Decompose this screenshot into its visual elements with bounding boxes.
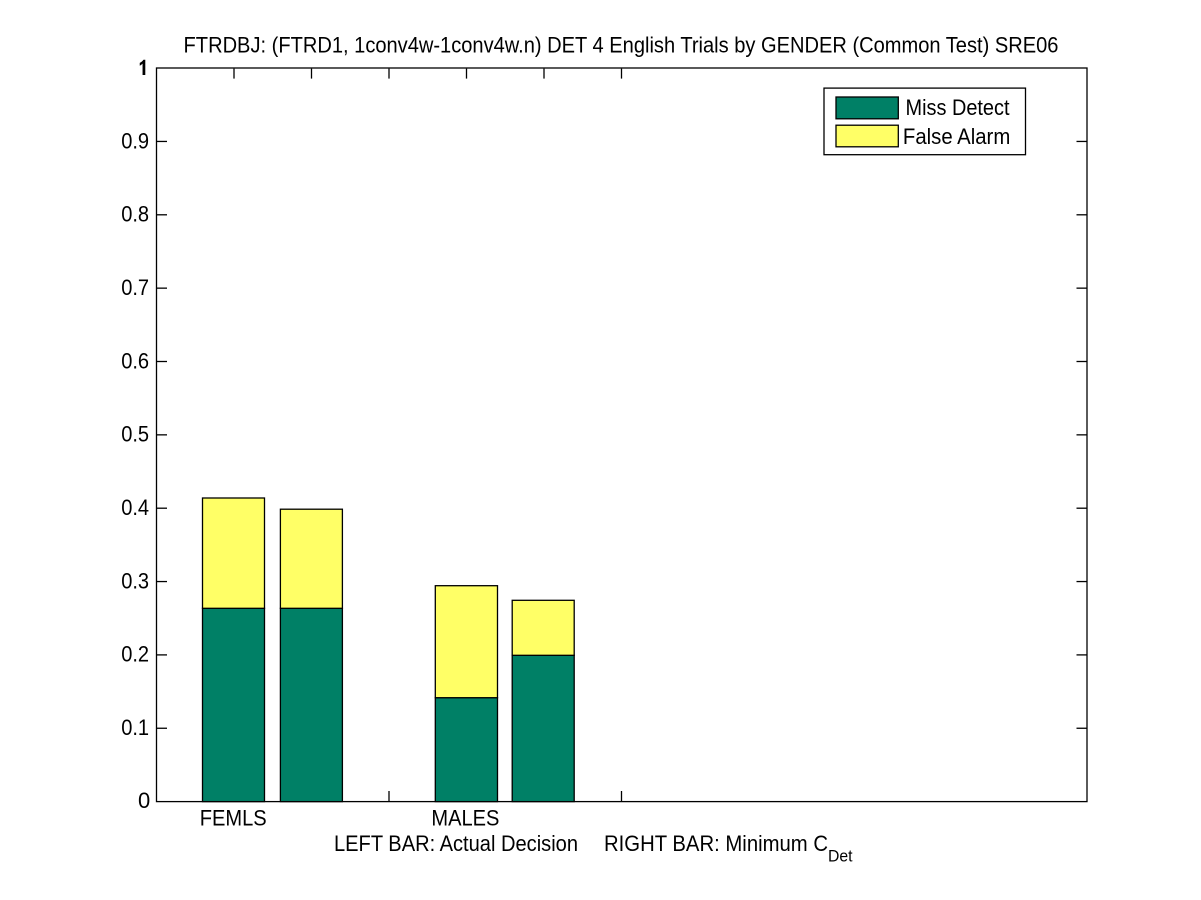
svg-text:0.5: 0.5 <box>121 422 149 447</box>
svg-text:0.4: 0.4 <box>121 495 149 520</box>
svg-text:0.9: 0.9 <box>121 128 149 153</box>
svg-text:Miss Detect: Miss Detect <box>906 95 1010 120</box>
svg-text:0: 0 <box>138 788 150 813</box>
svg-text:0.8: 0.8 <box>121 202 149 227</box>
svg-text:FEMLS: FEMLS <box>200 806 267 831</box>
svg-text:MALES: MALES <box>431 806 499 831</box>
svg-text:LEFT BAR: Actual Decision: LEFT BAR: Actual Decision <box>334 831 578 856</box>
svg-text:0.3: 0.3 <box>121 568 149 593</box>
svg-text:FTRDBJ: (FTRD1, 1conv4w-1conv4: FTRDBJ: (FTRD1, 1conv4w-1conv4w.n) DET 4… <box>184 33 1059 58</box>
svg-text:0.1: 0.1 <box>121 715 149 740</box>
svg-text:RIGHT BAR: Minimum C: RIGHT BAR: Minimum C <box>604 831 828 856</box>
svg-text:0.2: 0.2 <box>121 642 149 667</box>
svg-text:0.7: 0.7 <box>121 275 149 300</box>
svg-text:False Alarm: False Alarm <box>903 124 1010 149</box>
svg-text:0.6: 0.6 <box>121 348 149 373</box>
svg-text:Det: Det <box>828 847 853 866</box>
